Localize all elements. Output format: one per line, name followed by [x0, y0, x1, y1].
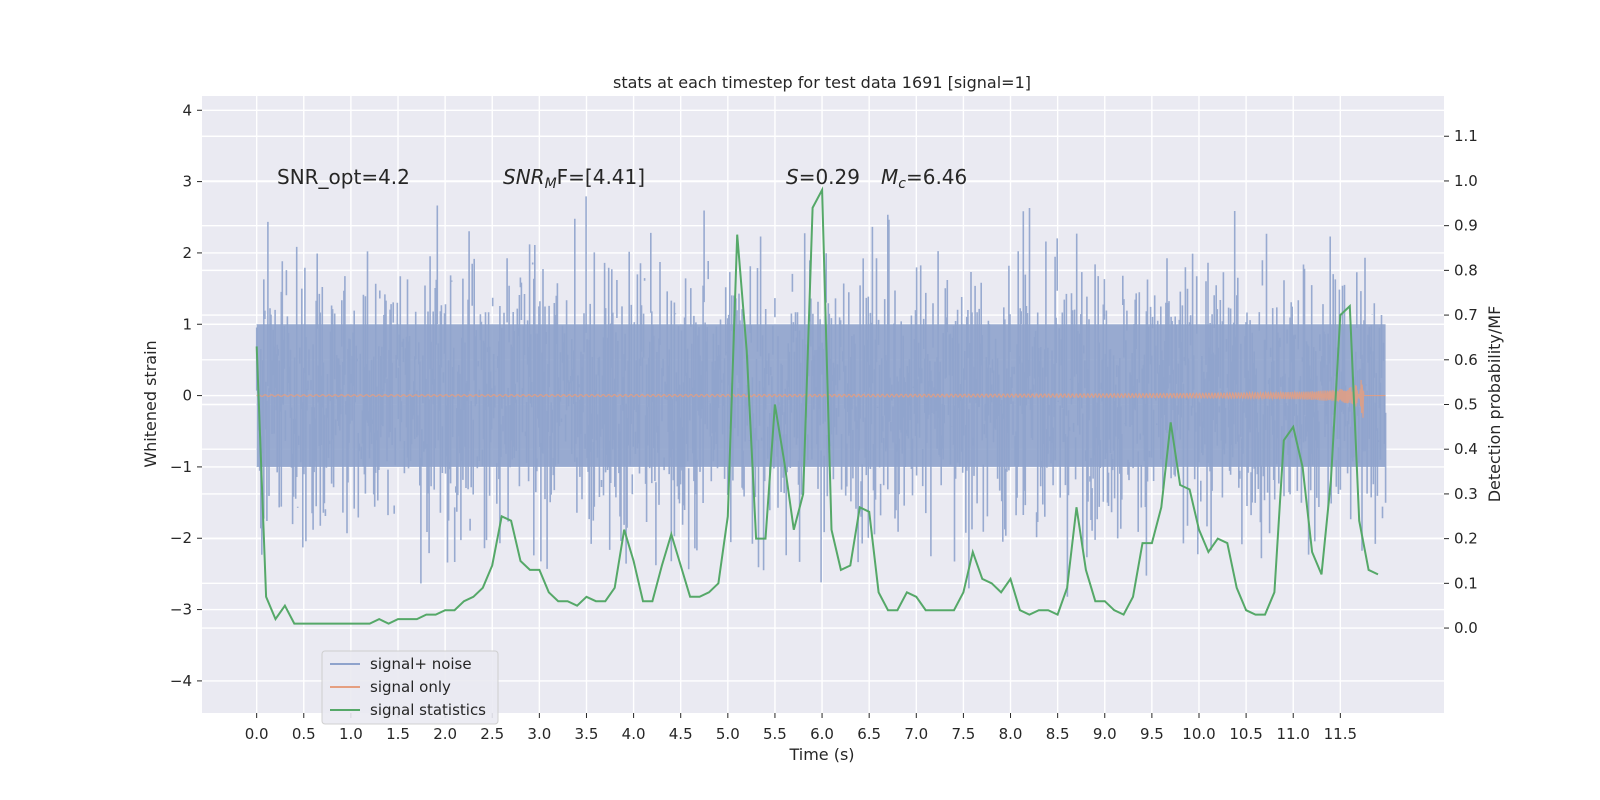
y-left-tick-label: 2	[182, 244, 192, 262]
x-tick-label: 4.0	[622, 725, 646, 743]
x-tick-label: 10.5	[1229, 725, 1262, 743]
annotation-mc-value: =6.46	[906, 165, 967, 189]
legend-label-noise: signal+ noise	[370, 655, 472, 673]
x-tick-label: 3.0	[527, 725, 551, 743]
y-right-tick-label: 0.2	[1454, 530, 1478, 548]
y-right-tick-label: 0.6	[1454, 351, 1478, 369]
x-tick-label: 2.0	[433, 725, 457, 743]
y-right-tick-label: 0.8	[1454, 261, 1478, 279]
annotation-snr-mf-name: SNR	[503, 165, 545, 189]
x-axis-label: Time (s)	[788, 745, 854, 764]
statistics-line	[255, 186, 1379, 625]
x-tick-label: 6.0	[810, 725, 834, 743]
y-left-tick-label: −3	[170, 601, 192, 619]
annotation-s-value: =0.29	[799, 165, 860, 189]
y-left-tick-label: 1	[182, 315, 192, 333]
x-tick-label: 7.0	[904, 725, 928, 743]
annotation-mc-name: M	[881, 165, 898, 189]
y-axis-right-ticks: 1.1 1.0 0.9 0.8 0.7 0.6 0.5 0.4 0.3 0.2 0.1 0.0	[1444, 127, 1478, 637]
y-right-tick-label: 0.0	[1454, 619, 1478, 637]
legend-label-stats: signal statistics	[370, 701, 486, 719]
x-tick-label: 3.5	[575, 725, 599, 743]
y-right-tick-label: 0.1	[1454, 574, 1478, 592]
signal-trace	[256, 379, 1386, 418]
x-tick-label: 0.5	[292, 725, 316, 743]
signal-only-series	[256, 379, 1386, 418]
annotation-snr-mf: SNRMF=[4.41]	[503, 165, 645, 192]
y-left-tick-label: 3	[182, 173, 192, 191]
y-left-tick-label: 4	[182, 101, 192, 119]
annotation-snr-opt: SNR_opt=4.2	[277, 165, 410, 189]
x-tick-label: 11.0	[1277, 725, 1310, 743]
y-left-tick-label: 0	[182, 387, 192, 405]
y-right-tick-label: 0.5	[1454, 396, 1478, 414]
y-right-tick-label: 1.0	[1454, 172, 1478, 190]
y-right-tick-label: 0.7	[1454, 306, 1478, 324]
y-right-tick-label: 0.3	[1454, 485, 1478, 503]
annotation-s: S=0.29	[786, 165, 860, 189]
legend: signal+ noise signal only signal statist…	[321, 650, 499, 725]
x-tick-label: 1.5	[386, 725, 410, 743]
y-axis-left-ticks: 4 3 2 1 0 −1 −2 −3 −4	[170, 101, 202, 690]
x-tick-label: 8.0	[999, 725, 1023, 743]
annotation-snr-mf-rest: F=[4.41]	[557, 165, 645, 189]
x-tick-label: 10.0	[1182, 725, 1215, 743]
y-right-tick-label: 1.1	[1454, 127, 1478, 145]
legend-box	[321, 650, 499, 725]
x-tick-label: 2.5	[480, 725, 504, 743]
y-left-tick-label: −2	[170, 529, 192, 547]
y-right-tick-label: 0.4	[1454, 440, 1478, 458]
y-left-tick-label: −4	[170, 672, 192, 690]
x-tick-label: 5.0	[716, 725, 740, 743]
x-tick-label: 1.0	[339, 725, 363, 743]
y-axis-left-label: Whitened strain	[141, 340, 160, 467]
y-left-tick-label: −1	[170, 458, 192, 476]
x-tick-label: 8.5	[1046, 725, 1070, 743]
annotation-mc-sub: c	[898, 176, 906, 192]
x-tick-label: 11.5	[1324, 725, 1357, 743]
x-tick-label: 5.5	[763, 725, 787, 743]
annotation-mc: Mc=6.46	[881, 165, 967, 192]
x-tick-label: 9.0	[1093, 725, 1117, 743]
annotation-s-name: S	[786, 165, 799, 189]
x-tick-label: 7.5	[951, 725, 975, 743]
x-tick-label: 4.5	[669, 725, 693, 743]
x-tick-label: 9.5	[1140, 725, 1164, 743]
chart-title: stats at each timestep for test data 169…	[613, 73, 1031, 92]
y-right-tick-label: 0.9	[1454, 217, 1478, 235]
annotation-snr-mf-sub: M	[545, 176, 557, 192]
y-axis-right-label: Detection probability/MF	[1485, 306, 1504, 503]
x-tick-label: 0.0	[245, 725, 269, 743]
x-tick-label: 6.5	[857, 725, 881, 743]
legend-label-signal: signal only	[370, 678, 451, 696]
signal-statistics-series	[255, 186, 1379, 625]
x-axis-ticks: 0.0 0.5 1.0 1.5 2.0 2.5 3.0 3.5 4.0 4.5 5.0 5.5 6.0 6…	[245, 713, 1357, 743]
